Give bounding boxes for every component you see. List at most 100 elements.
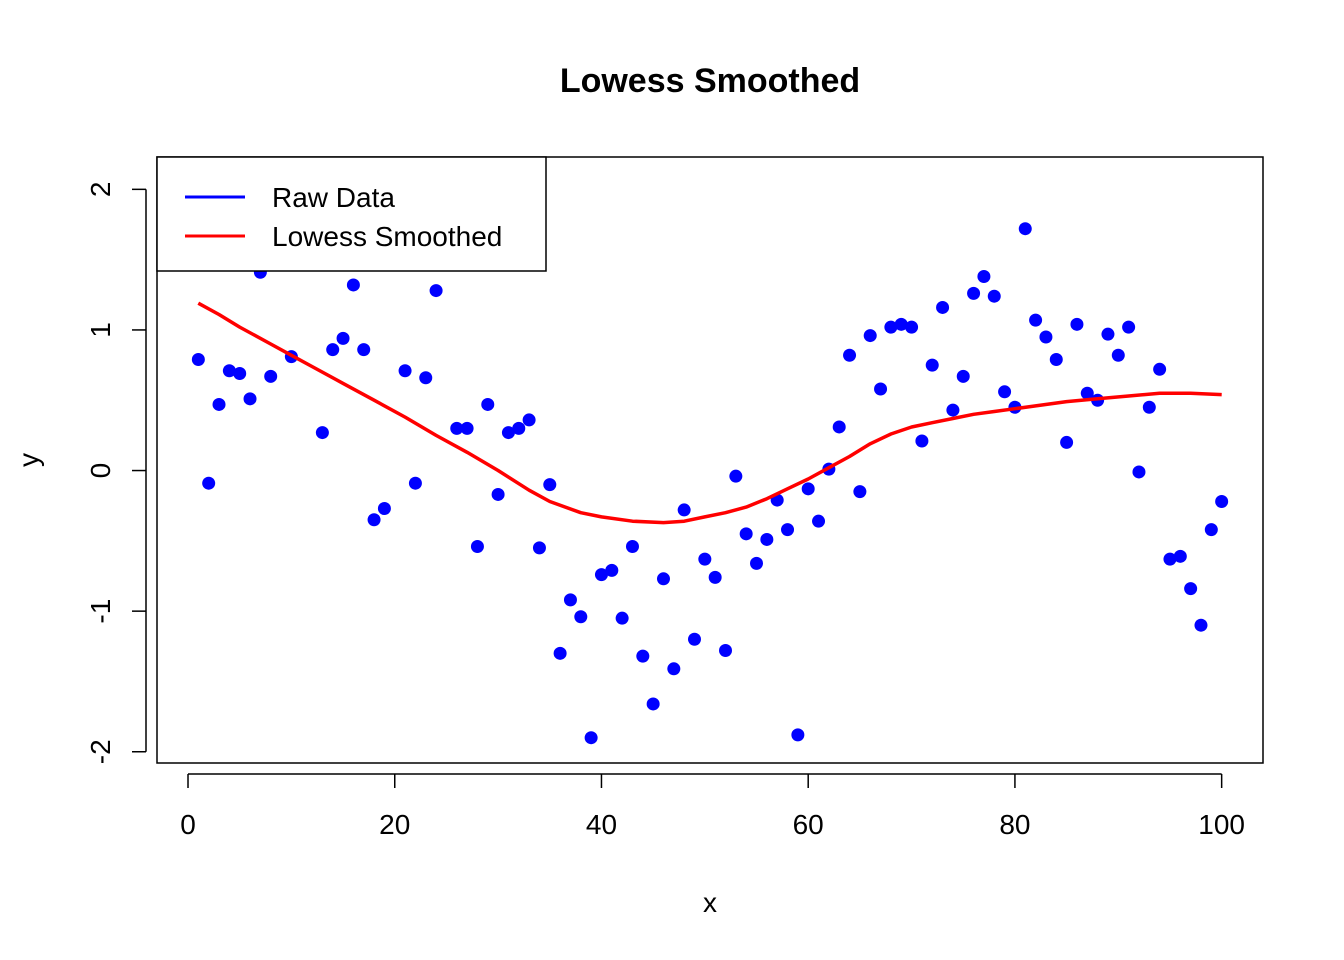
data-point — [677, 503, 691, 517]
data-point — [429, 284, 443, 298]
data-point — [584, 731, 598, 745]
data-point — [956, 369, 970, 383]
data-point — [336, 331, 350, 345]
data-point — [843, 348, 857, 362]
data-point — [491, 487, 505, 501]
data-point — [1039, 330, 1053, 344]
data-point — [667, 662, 681, 676]
data-point — [346, 278, 360, 292]
data-point — [315, 426, 329, 440]
data-point — [367, 513, 381, 527]
legend-box — [156, 156, 547, 272]
chart-title: Lowess Smoothed — [560, 62, 860, 100]
data-point — [1184, 582, 1198, 596]
data-point — [202, 476, 216, 490]
data-point — [522, 413, 536, 427]
data-point — [987, 289, 1001, 303]
data-point — [760, 532, 774, 546]
data-point — [832, 420, 846, 434]
data-point — [977, 270, 991, 284]
data-point — [512, 421, 526, 435]
data-point — [1122, 320, 1136, 334]
data-point — [646, 697, 660, 711]
data-point — [998, 385, 1012, 399]
data-point — [905, 320, 919, 334]
data-point — [946, 403, 960, 417]
data-point — [398, 364, 412, 378]
data-point — [377, 502, 391, 516]
plot-frame — [156, 156, 1264, 764]
data-point — [264, 369, 278, 383]
data-point — [1194, 618, 1208, 632]
data-point — [884, 320, 898, 334]
data-point — [791, 728, 805, 742]
y-tick-label: -2 — [85, 739, 116, 764]
data-point — [863, 329, 877, 343]
data-point — [812, 514, 826, 528]
data-point — [532, 541, 546, 555]
data-point — [574, 610, 588, 624]
data-point — [636, 649, 650, 663]
data-point — [233, 367, 247, 381]
y-tick-label: 2 — [85, 182, 116, 198]
data-point — [1215, 494, 1229, 508]
x-tick-label: 80 — [999, 809, 1030, 840]
data-point — [625, 539, 639, 553]
data-point — [357, 343, 371, 357]
data-point — [563, 593, 577, 607]
data-point — [708, 570, 722, 584]
data-point — [605, 563, 619, 577]
data-point — [594, 568, 608, 582]
data-point — [326, 343, 340, 357]
y-tick-label: 1 — [85, 322, 116, 338]
plot-marks — [191, 222, 1229, 745]
data-point — [481, 397, 495, 411]
data-point — [936, 300, 950, 314]
lowess-line — [197, 301, 1222, 525]
data-point — [698, 552, 712, 566]
y-axis-label: y — [13, 453, 44, 467]
data-point — [1070, 317, 1084, 331]
data-point — [408, 476, 422, 490]
data-point — [894, 317, 908, 331]
y-axis: -2 -1 0 1 2 — [85, 182, 147, 764]
data-point — [543, 478, 557, 492]
data-point — [1204, 523, 1218, 537]
data-point — [243, 392, 257, 406]
data-point — [1132, 465, 1146, 479]
data-point — [874, 382, 888, 396]
data-point — [915, 434, 929, 448]
data-point — [501, 426, 515, 440]
data-point — [553, 646, 567, 660]
data-point — [460, 421, 474, 435]
data-point — [739, 527, 753, 541]
legend-label-lowess-smoothed: Lowess Smoothed — [272, 221, 502, 252]
data-point — [191, 352, 205, 366]
data-point — [1163, 552, 1177, 566]
data-point — [212, 397, 226, 411]
x-tick-label: 60 — [793, 809, 824, 840]
data-point — [1111, 348, 1125, 362]
x-tick-label: 20 — [379, 809, 410, 840]
data-point — [419, 371, 433, 385]
legend-label-raw-data: Raw Data — [272, 182, 395, 213]
data-point — [781, 523, 795, 537]
data-point — [1142, 400, 1156, 414]
data-point — [1029, 313, 1043, 327]
data-point — [1153, 362, 1167, 376]
data-point — [1173, 549, 1187, 563]
data-point — [729, 469, 743, 483]
y-tick-label: 0 — [85, 463, 116, 479]
data-point — [615, 611, 629, 625]
data-point — [1080, 386, 1094, 400]
x-axis: 0 20 40 60 80 100 — [180, 773, 1245, 840]
data-point — [222, 364, 236, 378]
data-point — [1101, 327, 1115, 341]
data-point — [719, 644, 733, 658]
data-point — [925, 358, 939, 372]
data-point — [967, 286, 981, 300]
data-point — [470, 539, 484, 553]
data-point — [853, 485, 867, 499]
legend: Raw Data Lowess Smoothed — [156, 156, 547, 272]
data-point — [1060, 435, 1074, 449]
